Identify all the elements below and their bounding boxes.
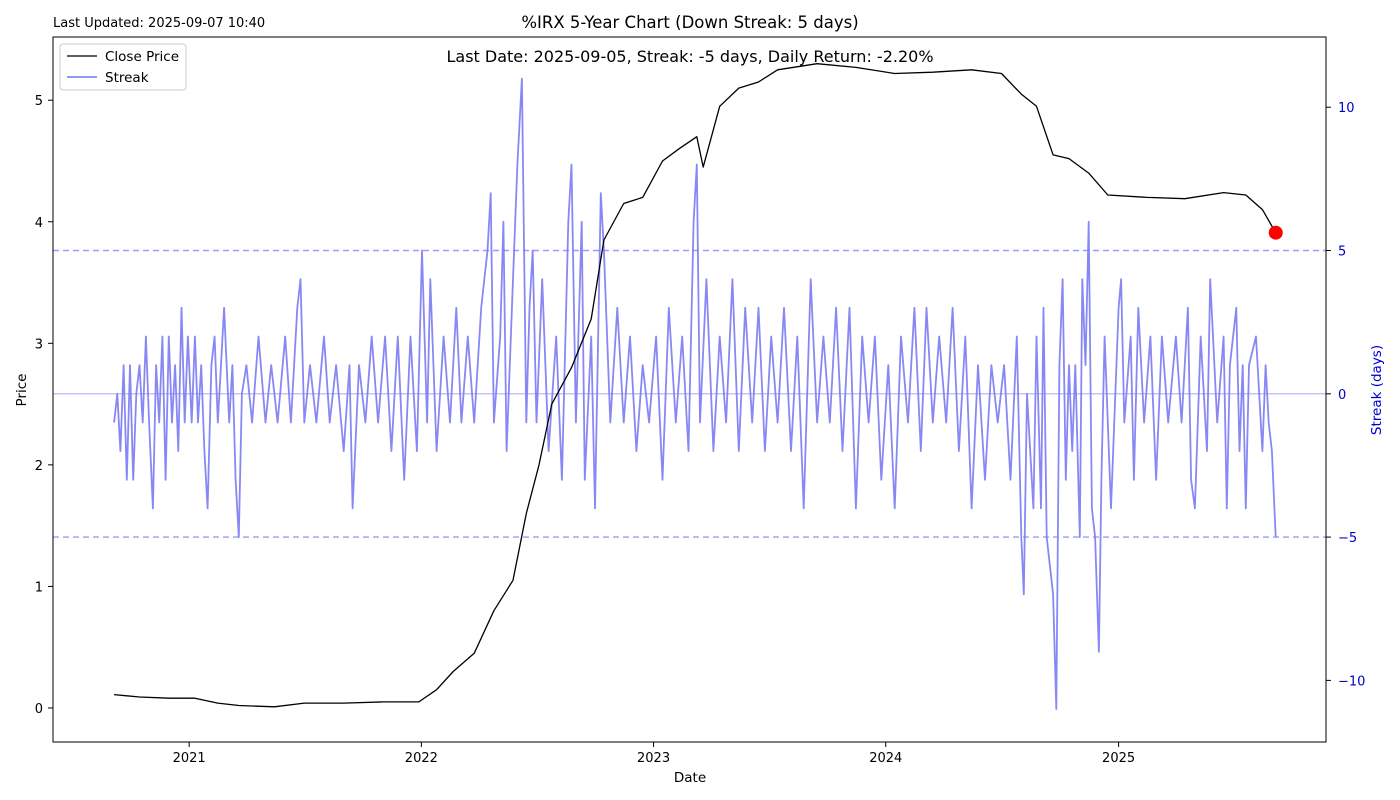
y-tick-label: 4 bbox=[35, 216, 43, 231]
x-tick-label: 2024 bbox=[869, 751, 902, 766]
y-tick-label: 2 bbox=[35, 459, 43, 474]
y2-tick-label: −10 bbox=[1338, 674, 1365, 689]
price-axis: 0 1 2 3 4 5 bbox=[35, 94, 53, 717]
y2-tick-label: −5 bbox=[1338, 531, 1357, 546]
y-tick-label: 1 bbox=[35, 580, 43, 595]
y-tick-label: 5 bbox=[35, 94, 43, 109]
chart-title: %IRX 5-Year Chart (Down Streak: 5 days) bbox=[521, 13, 858, 32]
y-axis-label: Price bbox=[14, 374, 30, 407]
x-axis-label: Date bbox=[674, 770, 706, 786]
streak-axis: −10 −5 0 5 10 bbox=[1326, 101, 1365, 689]
x-tick-label: 2023 bbox=[637, 751, 670, 766]
y2-tick-label: 0 bbox=[1338, 388, 1346, 403]
last-close-marker bbox=[1268, 225, 1283, 240]
last-updated-label: Last Updated: 2025-09-07 10:40 bbox=[53, 16, 265, 31]
legend: Close Price Streak bbox=[59, 43, 187, 91]
x-tick-label: 2022 bbox=[405, 751, 438, 766]
close-price-series-line bbox=[114, 63, 1277, 708]
legend-label-streak: Streak bbox=[105, 70, 149, 86]
legend-label-close-price: Close Price bbox=[105, 49, 179, 65]
last-date-annotation: Last Date: 2025-09-05, Streak: -5 days, … bbox=[446, 47, 933, 66]
y2-axis-label: Streak (days) bbox=[1369, 345, 1385, 435]
x-tick-label: 2025 bbox=[1102, 751, 1135, 766]
x-tick-label: 2021 bbox=[173, 751, 206, 766]
y-tick-label: 0 bbox=[35, 702, 43, 717]
x-axis: 2021 2022 2023 2024 2025 bbox=[173, 742, 1135, 766]
plot-frame bbox=[52, 36, 1327, 743]
plot-area bbox=[52, 36, 1327, 743]
y-tick-label: 3 bbox=[35, 337, 43, 352]
streak-series-line bbox=[113, 77, 1277, 710]
y2-tick-label: 5 bbox=[1338, 245, 1346, 260]
y2-tick-label: 10 bbox=[1338, 101, 1355, 116]
